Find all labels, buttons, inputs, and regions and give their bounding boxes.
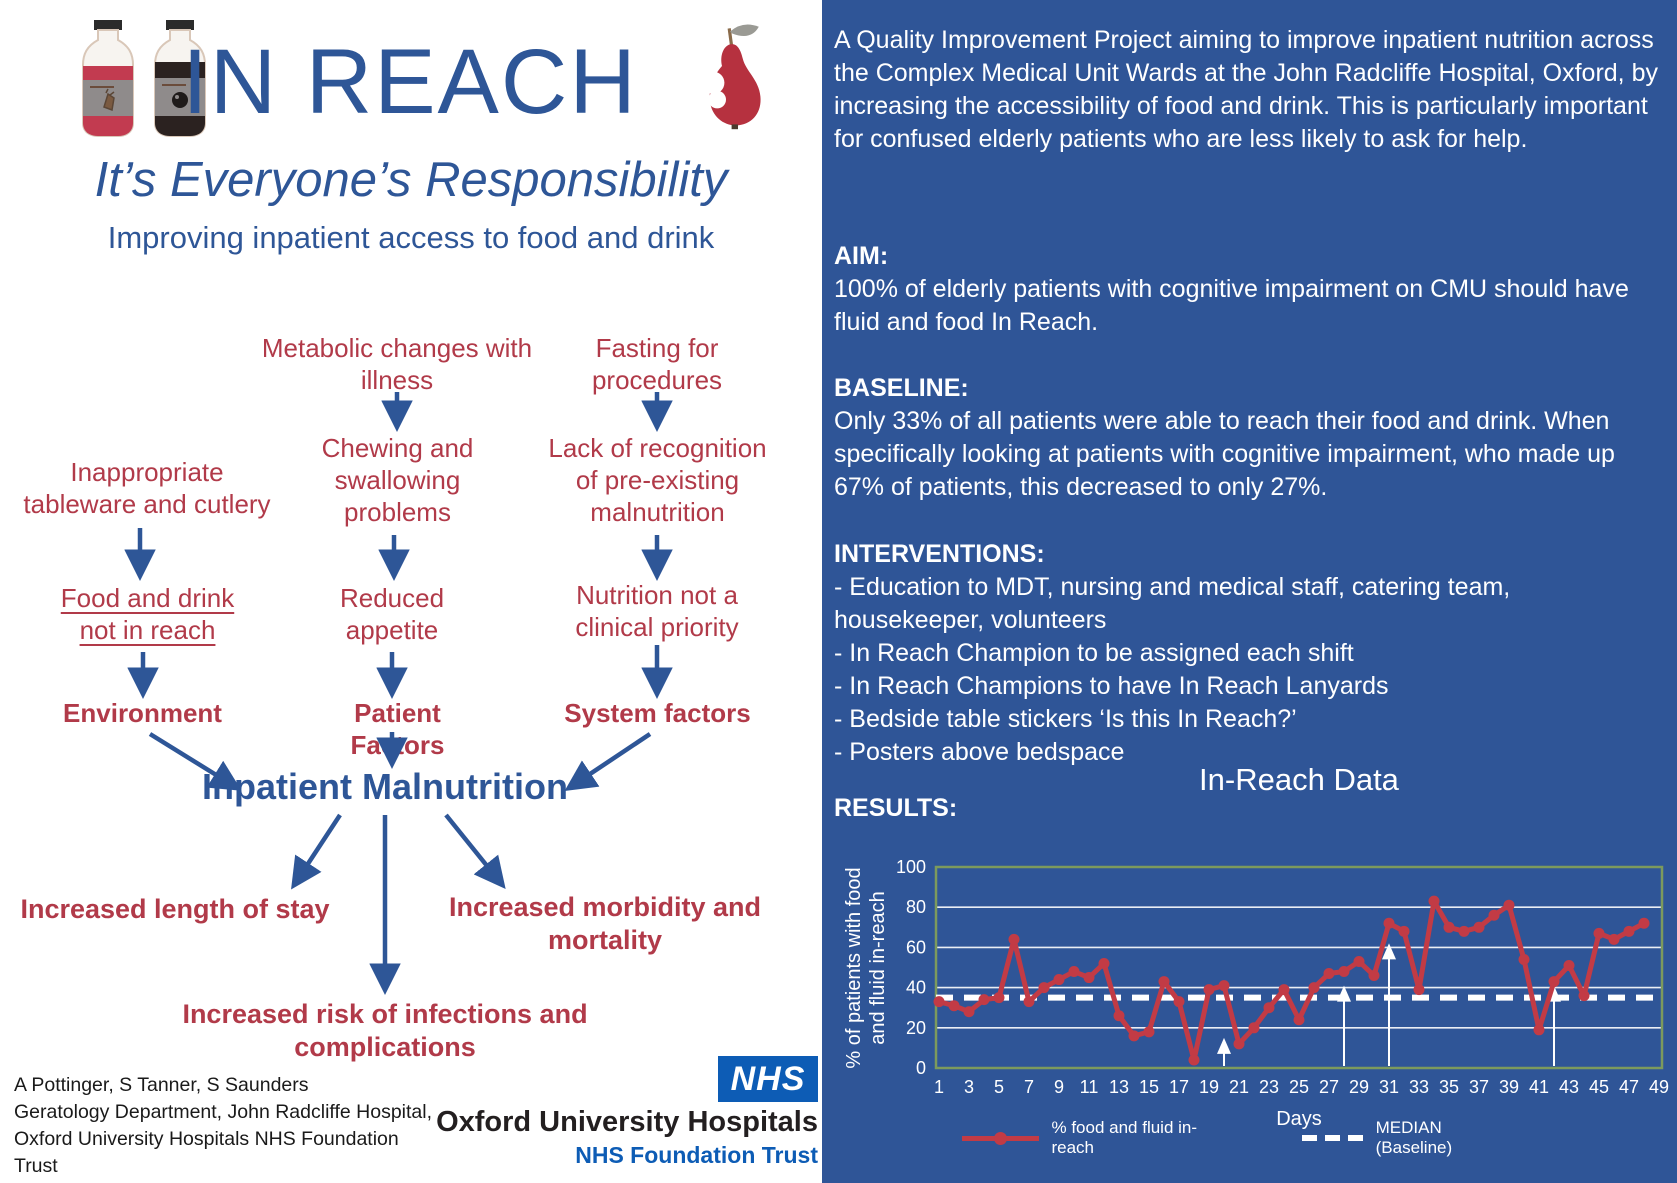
svg-text:39: 39 (1499, 1077, 1519, 1097)
node-environment: Environment (63, 698, 222, 728)
svg-text:37: 37 (1469, 1077, 1489, 1097)
node-fasting: Fasting for procedures (591, 333, 723, 395)
poster-title: IN REACH (182, 31, 638, 133)
interventions-heading: INTERVENTIONS: (834, 540, 1045, 568)
node-inappropriate-tableware: Inappropriate tableware and cutlery (23, 457, 271, 519)
intro-paragraph: A Quality Improvement Project aiming to … (834, 26, 1658, 153)
svg-text:31: 31 (1379, 1077, 1399, 1097)
svg-text:27: 27 (1319, 1077, 1339, 1097)
chart-y-axis-label-line1: % of patients with food (843, 867, 865, 1068)
svg-text:11: 11 (1080, 1077, 1099, 1097)
svg-text:20: 20 (906, 1018, 926, 1038)
info-panel: A Quality Improvement Project aiming to … (822, 0, 1677, 1183)
nhs-logo: NHS (718, 1056, 818, 1102)
svg-text:21: 21 (1229, 1077, 1249, 1097)
svg-text:15: 15 (1139, 1077, 1159, 1097)
intervention-item: - In Reach Champion to be assigned each … (834, 639, 1354, 667)
chart-legend: % food and fluid in-reach MEDIAN (Baseli… (962, 1118, 1522, 1158)
svg-text:17: 17 (1169, 1077, 1189, 1097)
svg-text:25: 25 (1289, 1077, 1309, 1097)
svg-text:60: 60 (906, 937, 926, 957)
chart-y-axis-label-line2: and fluid in-reach (867, 891, 889, 1044)
svg-text:40: 40 (906, 978, 926, 998)
svg-text:33: 33 (1409, 1077, 1429, 1097)
svg-text:7: 7 (1024, 1077, 1034, 1097)
results-heading: RESULTS: (834, 794, 958, 822)
node-metabolic-changes: Metabolic changes with illness (261, 333, 533, 395)
intervention-item: - Bedside table stickers ‘Is this In Rea… (834, 705, 1297, 733)
authors-attribution: A Pottinger, S Tanner, S Saunders Gerato… (14, 1074, 433, 1177)
intervention-item: - Posters above bedspace (834, 738, 1125, 766)
poster-tagline: It’s Everyone’s Responsibility (94, 153, 728, 207)
chart-x-tick-labels: 1 3 5 7 9 11 13 15 17 19 21 23 25 27 29 31 33 35 37 39 41 43 4… (934, 1077, 1669, 1097)
legend-median-dash-icon (1302, 1135, 1364, 1141)
milk-bottles-icon (82, 20, 206, 137)
org-name: Oxford University Hospitals (436, 1106, 818, 1138)
intervention-item: - Education to MDT, nursing and medical … (834, 573, 1511, 634)
baseline-heading: BASELINE: (834, 374, 969, 402)
svg-text:35: 35 (1439, 1077, 1459, 1097)
node-morbidity-mortality: Increased morbidity and mortality (448, 892, 762, 956)
node-length-of-stay: Increased length of stay (20, 894, 330, 924)
chart-x-axis-label: Days (1276, 1108, 1322, 1130)
node-inpatient-malnutrition: Inpatient Malnutrition (202, 766, 568, 807)
svg-text:5: 5 (994, 1077, 1004, 1097)
legend-median-label: MEDIAN (Baseline) (1375, 1118, 1453, 1157)
svg-text:0: 0 (916, 1058, 926, 1078)
aim-text: 100% of elderly patients with cognitive … (834, 275, 1629, 336)
node-nutrition-priority: Nutrition not a clinical priority (575, 580, 739, 642)
node-infections-complications: Increased risk of infections and complic… (182, 999, 588, 1063)
chart-frame (934, 865, 1664, 1070)
flowchart-arrows (124, 392, 673, 995)
chart-title: In-Reach Data (1199, 762, 1400, 797)
in-reach-line-chart: In-Reach Data % of patients with food an… (843, 762, 1669, 1130)
svg-text:9: 9 (1054, 1077, 1064, 1097)
node-chewing-swallowing: Chewing and swallowing problems (321, 433, 474, 527)
svg-text:23: 23 (1259, 1077, 1279, 1097)
svg-text:47: 47 (1619, 1077, 1639, 1097)
aim-heading: AIM: (834, 242, 889, 270)
svg-text:80: 80 (906, 897, 926, 917)
node-food-drink-not-in-reach: Food and drink not in reach (60, 583, 235, 645)
node-lack-recognition: Lack of recognition of pre-existing maln… (548, 433, 767, 527)
svg-text:13: 13 (1109, 1077, 1129, 1097)
node-reduced-appetite: Reduced appetite (339, 583, 445, 645)
svg-text:49: 49 (1649, 1077, 1669, 1097)
node-system-factors: System factors (564, 698, 751, 728)
intervention-item: - In Reach Champions to have In Reach La… (834, 672, 1389, 700)
poster-subtitle: Improving inpatient access to food and d… (107, 220, 715, 255)
interventions-list: - Education to MDT, nursing and medical … (834, 571, 1667, 769)
svg-text:3: 3 (964, 1077, 974, 1097)
legend-series-line-icon (962, 1131, 1040, 1145)
legend-series-label: % food and fluid in-reach (1051, 1118, 1198, 1157)
eaten-pear-icon (702, 24, 761, 130)
svg-text:43: 43 (1559, 1077, 1579, 1097)
svg-text:41: 41 (1529, 1077, 1549, 1097)
chart-data-line (933, 895, 1650, 1066)
svg-text:1: 1 (934, 1077, 944, 1097)
svg-text:100: 100 (896, 857, 926, 877)
svg-text:45: 45 (1589, 1077, 1609, 1097)
svg-text:19: 19 (1199, 1077, 1219, 1097)
chart-y-tick-labels: 0 20 40 60 80 100 (896, 857, 926, 1078)
baseline-text: Only 33% of all patients were able to re… (834, 407, 1615, 501)
org-subtitle: NHS Foundation Trust (575, 1142, 818, 1168)
svg-text:29: 29 (1349, 1077, 1369, 1097)
